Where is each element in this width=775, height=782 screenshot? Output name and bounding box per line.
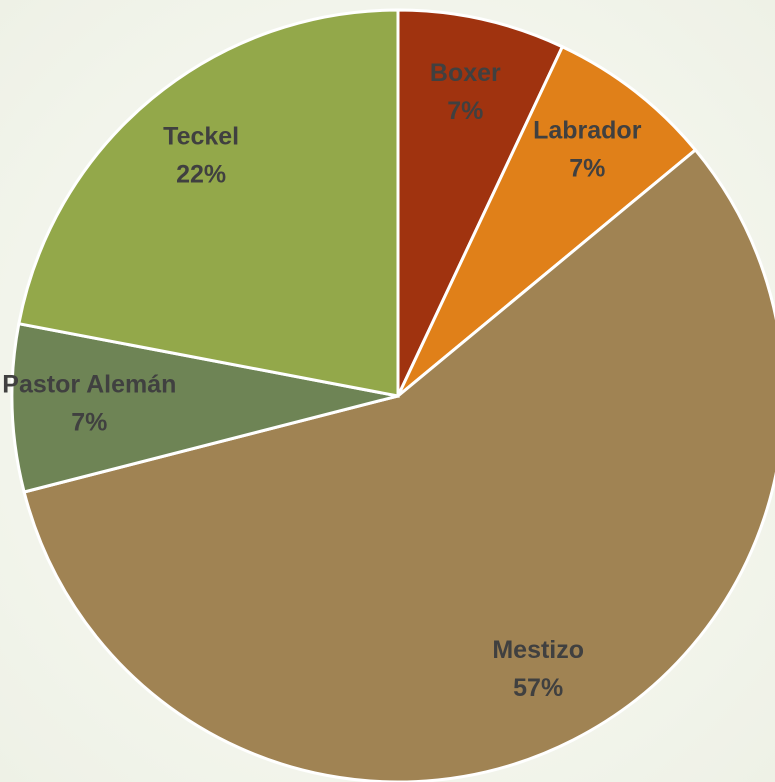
- slice-percent: 57%: [513, 674, 563, 702]
- slice-percent: 7%: [447, 97, 483, 125]
- slice-label: Mestizo: [492, 636, 584, 664]
- pie-slice: [17, 8, 400, 398]
- slice-percent: 7%: [569, 155, 605, 183]
- slice-label: Pastor Alemán: [2, 370, 176, 398]
- slice-label: Teckel: [163, 123, 239, 151]
- pie-slice: [10, 321, 399, 494]
- slice-percent: 7%: [71, 408, 107, 436]
- pie-slice: [22, 147, 775, 782]
- slice-label: Labrador: [533, 117, 642, 145]
- pie-slice: [396, 8, 565, 397]
- pie-slice: [396, 44, 698, 398]
- slice-label: Boxer: [430, 59, 501, 87]
- slice-percent: 22%: [176, 161, 226, 189]
